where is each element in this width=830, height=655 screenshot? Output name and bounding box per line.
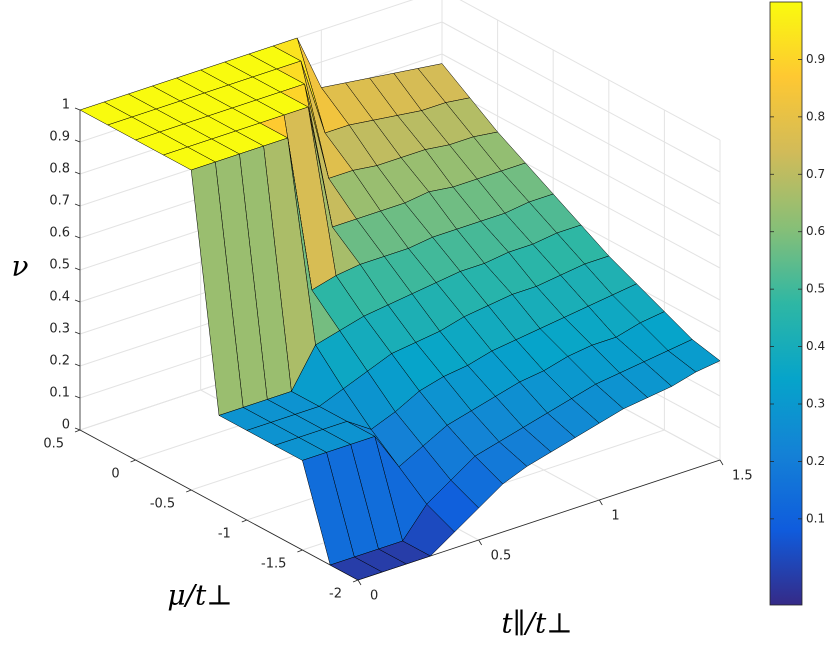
y-tick-label: -1.5 bbox=[261, 557, 286, 572]
colorbar-tick-label: 0.6 bbox=[806, 224, 825, 238]
colorbar-tick-label: 0.1 bbox=[806, 511, 825, 525]
y-axis-label: μ/t⊥ bbox=[167, 579, 232, 612]
x-tick bbox=[357, 579, 362, 586]
z-tick-label: 0 bbox=[62, 418, 70, 433]
wall-grid-line bbox=[441, 21, 721, 173]
colorbar-tick-label: 0.8 bbox=[806, 109, 825, 123]
z-tick-label: 0.6 bbox=[49, 226, 70, 241]
wall-grid-line bbox=[441, 53, 721, 205]
z-tick-label: 1 bbox=[62, 98, 70, 113]
x-tick-label: 1 bbox=[611, 509, 619, 524]
z-tick bbox=[74, 299, 81, 303]
colorbar-tick-label: 0.4 bbox=[806, 339, 825, 353]
z-axis-label: ν bbox=[11, 250, 28, 283]
z-tick bbox=[74, 427, 81, 431]
y-tick bbox=[352, 579, 359, 583]
wall-grid-line bbox=[459, 0, 721, 141]
z-tick bbox=[74, 203, 81, 207]
colorbar-tick-label: 0.3 bbox=[806, 397, 825, 411]
x-tick bbox=[478, 539, 483, 546]
x-tick-label: 0 bbox=[370, 589, 378, 604]
y-tick bbox=[130, 459, 136, 463]
y-tick-label: -0.5 bbox=[150, 497, 175, 512]
z-tick bbox=[74, 171, 81, 175]
y-tick bbox=[186, 489, 192, 493]
z-tick bbox=[74, 107, 81, 111]
colorbar-tick-label: 0.7 bbox=[806, 167, 825, 181]
colorbar-tick-label: 0.2 bbox=[806, 454, 825, 468]
colorbar-tick-label: 0.5 bbox=[806, 282, 825, 296]
z-tick-label: 0.8 bbox=[49, 162, 70, 177]
y-tick-label: 0 bbox=[111, 467, 119, 482]
z-tick bbox=[74, 395, 81, 399]
surface-cell bbox=[329, 556, 383, 581]
wall-grid-line bbox=[441, 85, 721, 237]
z-tick-label: 0.9 bbox=[49, 130, 70, 145]
y-axis-line bbox=[79, 429, 359, 581]
y-tick bbox=[297, 549, 303, 553]
z-tick bbox=[74, 363, 81, 367]
colorbar-tick-label: 0.9 bbox=[806, 52, 825, 66]
z-tick-label: 0.5 bbox=[49, 258, 70, 273]
z-tick-label: 0.4 bbox=[49, 290, 70, 305]
z-tick-label: 0.3 bbox=[49, 322, 70, 337]
z-tick bbox=[74, 267, 81, 271]
z-tick-label: 0.7 bbox=[49, 194, 70, 209]
surface bbox=[79, 37, 721, 581]
z-tick bbox=[74, 331, 81, 335]
x-tick-label: 0.5 bbox=[491, 549, 512, 564]
z-tick bbox=[74, 235, 81, 239]
colorbar bbox=[769, 1, 803, 606]
x-tick-label: 1.5 bbox=[732, 469, 753, 484]
z-tick-label: 0.2 bbox=[49, 354, 70, 369]
y-tick-label: 0.5 bbox=[43, 437, 64, 452]
y-tick bbox=[241, 519, 247, 523]
z-tick-label: 0.1 bbox=[49, 386, 70, 401]
y-tick bbox=[74, 429, 81, 433]
x-tick bbox=[598, 499, 603, 506]
x-axis-label: t∥/t⊥ bbox=[501, 607, 572, 640]
y-tick-label: -1 bbox=[218, 527, 231, 542]
z-tick bbox=[74, 139, 81, 143]
y-tick-label: -2 bbox=[329, 587, 342, 602]
x-tick bbox=[719, 459, 724, 466]
